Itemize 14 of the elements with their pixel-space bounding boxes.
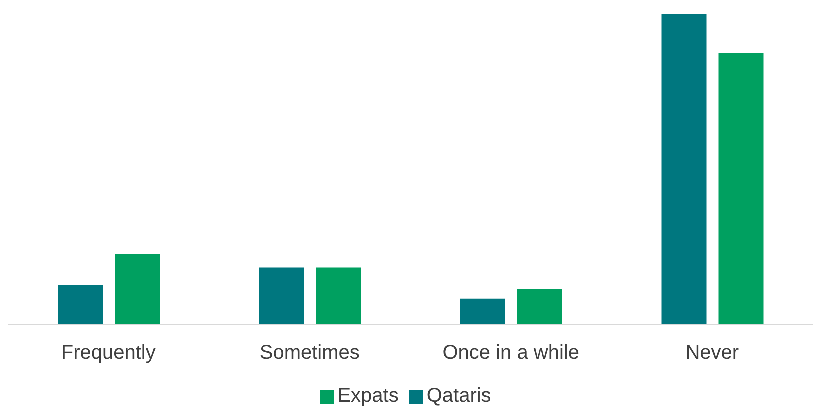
x-tick-label: Never [686, 342, 740, 364]
x-tick-label: Sometimes [260, 342, 360, 364]
bar [718, 53, 764, 325]
bar [115, 254, 160, 325]
bar [259, 268, 304, 325]
legend-label: Qataris [426, 385, 492, 407]
bar [518, 290, 562, 325]
bar [662, 14, 707, 325]
bar [58, 286, 103, 325]
legend-label: Expats [338, 385, 399, 407]
bar [316, 268, 362, 325]
x-tick-label: Frequently [61, 342, 156, 364]
x-tick-label: Once in a while [442, 342, 580, 364]
bar [460, 298, 506, 325]
